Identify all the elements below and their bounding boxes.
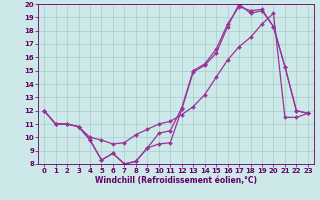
X-axis label: Windchill (Refroidissement éolien,°C): Windchill (Refroidissement éolien,°C) [95, 176, 257, 185]
